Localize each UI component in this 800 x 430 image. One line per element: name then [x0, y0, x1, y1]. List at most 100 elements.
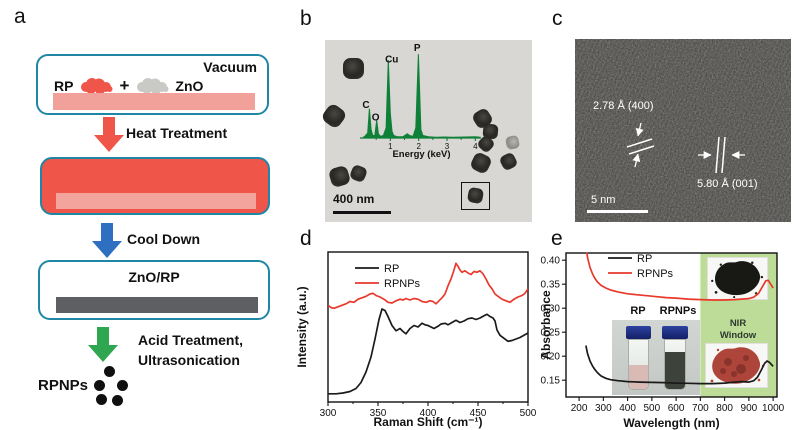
rp-nanoparticle-dot [94, 380, 105, 391]
rpnps-product-label: RPNPs [38, 377, 89, 394]
red-powder-inset [705, 343, 768, 388]
x-tick-label: 200 [571, 403, 588, 414]
rp-zno-substrate-bar [53, 93, 255, 110]
rpnps-vial [662, 326, 688, 390]
zno-rp-box: ZnO/RP [38, 260, 270, 320]
peak-label-C: C [362, 100, 369, 111]
vial-cap [626, 326, 651, 339]
tem-nanoparticle [342, 57, 364, 79]
RP-curve [328, 308, 528, 395]
cool-down-label: Cool Down [127, 231, 201, 247]
legend-label-RP: RP [384, 263, 399, 275]
cool-arrow-icon [92, 223, 122, 258]
lattice-annotation-marks [587, 122, 745, 213]
x-axis-title: Wavelength (nm) [623, 416, 719, 430]
x-axis-title: Energy (keV) [392, 149, 450, 160]
x-tick-label: 1 [388, 142, 393, 151]
x-tick-label: 800 [716, 403, 733, 414]
scale-bar-label: 5 nm [591, 194, 616, 206]
x-tick-label: 3 [445, 142, 450, 151]
x-tick-label: 300 [320, 408, 337, 419]
legend-label-RPNPs: RPNPs [637, 268, 674, 280]
hrtem-image: 2.78 Å (400) 5.80 Å (001) 5 nm [575, 39, 791, 222]
ultrasonication-label: Ultrasonication [138, 352, 240, 368]
x-tick-label: 500 [644, 403, 661, 414]
zno-rp-label: ZnO/RP [128, 269, 180, 285]
plot-frame [327, 251, 529, 403]
y-tick-label: 0.15 [541, 376, 561, 387]
x-tick-label: 500 [520, 408, 537, 419]
acid-arrow-icon [88, 327, 118, 362]
vacuum-label: Vacuum [203, 59, 257, 75]
vial-body [664, 339, 686, 390]
red-powder-blob [710, 347, 765, 384]
panel-c-label: c [552, 7, 563, 30]
legend-label-RP: RP [637, 253, 652, 265]
vacuum-ampoule-box: Vacuum RP + ZnO [36, 54, 269, 115]
x-tick-label: 900 [741, 403, 758, 414]
acid-treatment-label: Acid Treatment, [138, 332, 244, 348]
y-tick-label: 0.40 [541, 256, 561, 267]
x-tick-label: 700 [692, 403, 709, 414]
rp-label: RP [54, 77, 74, 94]
rp-nanoparticle-dot [112, 395, 123, 406]
plus-icon: + [119, 76, 130, 95]
heat-treatment-label: Heat Treatment [126, 125, 228, 141]
scale-bar [333, 211, 391, 214]
rp-nanoparticle-dot [104, 366, 115, 377]
y-tick-label: 0.35 [541, 280, 561, 291]
x-tick-label: 350 [370, 408, 387, 419]
x-tick-label: 4 [473, 142, 478, 151]
rp-nanoparticle-dot [117, 380, 128, 391]
legend-label-RPNPs: RPNPs [384, 278, 421, 290]
red-phosphorus-blob-icon [81, 77, 113, 95]
y-axis-title: Absorbance [539, 290, 553, 360]
y-tick-label: 0.25 [541, 328, 561, 339]
x-tick-label: 1000 [762, 403, 785, 414]
x-tick-label: 400 [619, 403, 636, 414]
rpnps-dispersion [665, 352, 685, 389]
d-spacing-001-label: 5.80 Å (001) [697, 178, 758, 190]
raman-chart: 300 350 400 450 500 Raman Shift (cm⁻¹) Intensi… [295, 251, 537, 429]
nir-line1: NIR [729, 318, 747, 329]
d-spacing-400-label: 2.78 Å (400) [593, 100, 654, 112]
lattice-fringes-overlay [575, 39, 791, 222]
EDS-spectrum [362, 54, 481, 139]
vial-rp-label: RP [630, 305, 646, 317]
x-tick-label: 400 [420, 408, 437, 419]
peak-label-P: P [414, 43, 421, 54]
hrtem-grain-texture [575, 39, 791, 222]
x-tick-label: 450 [470, 408, 487, 419]
y-tick-label: 0.20 [541, 352, 561, 363]
x-axis-title: Raman Shift (cm⁻¹) [373, 415, 482, 429]
peak-label-O: O [372, 112, 380, 123]
panel-a-label: a [14, 5, 26, 28]
rp-nanoparticle-dot [96, 394, 107, 405]
nir-line2: Window [719, 330, 757, 342]
x-tick-label: 2 [416, 142, 421, 151]
selected-particle-box [461, 182, 490, 210]
RPNPs-curve [585, 252, 774, 301]
zno-powder-blob-icon [137, 77, 169, 95]
zno-rp-film-bar [56, 297, 258, 313]
plot-frame [565, 252, 778, 398]
x-tick-label: 600 [668, 403, 685, 414]
panel-e-label: e [551, 227, 563, 250]
melt-layer-bar [56, 193, 256, 209]
x-tick-label: 300 [595, 403, 612, 414]
precursor-row: RP + ZnO [54, 76, 203, 96]
heated-melt-box [40, 157, 270, 215]
scale-bar-label: 400 nm [333, 192, 375, 206]
y-axis-title: Intensity (a.u.) [295, 286, 309, 367]
vial-labels-row: RP RPNPs [612, 305, 700, 319]
tem-image: 1 2 3 4 Energy (keV) C O Cu P 400 nm [319, 40, 532, 222]
black-powder-blob [711, 261, 764, 299]
absorbance-chart-curves: RP RPNPs [585, 252, 774, 385]
peak-label-Cu: Cu [385, 55, 398, 66]
nir-window-label: NIR Window [708, 318, 768, 343]
heat-arrow-icon [94, 117, 124, 152]
y-tick-label: 0.30 [541, 304, 561, 315]
zno-label: ZnO [175, 77, 204, 94]
eds-spectrum-inset: 1 2 3 4 Energy (keV) CO Cu P [360, 43, 481, 160]
